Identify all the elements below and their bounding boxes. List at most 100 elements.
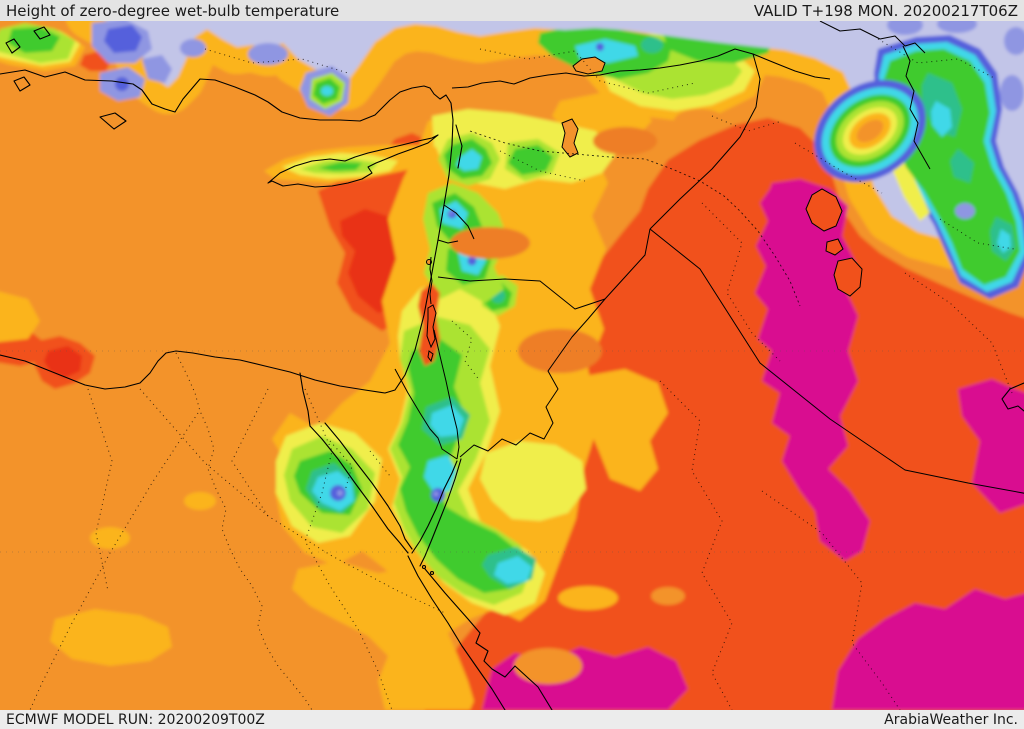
contour-redorange-east	[425, 118, 1024, 710]
coastline-mediterranean	[0, 69, 454, 394]
dotted-egypt-4	[29, 412, 199, 710]
border-jordan-river	[429, 256, 433, 305]
contour-lavender-lebanon-pip	[449, 211, 453, 215]
plateau-cold-pockets	[92, 21, 1024, 111]
contour-gold-south-egypt-1	[50, 609, 172, 666]
contour-gold-saudi	[585, 369, 668, 491]
coast-north-pocket	[300, 66, 350, 116]
contour-yellow-saudi-tongue	[480, 441, 586, 521]
east-anatolia-bullseye	[814, 79, 926, 183]
contour-gold-egypt-spot-1	[90, 527, 130, 549]
contour-orange-patch-1	[514, 648, 582, 684]
contour-cyan-jordan-mid	[424, 455, 456, 493]
contour-teal-midband-core	[641, 37, 663, 53]
contour-periwinkle-ne-1	[887, 21, 923, 35]
header-bar: Height of zero-degree wet-bulb temperatu…	[0, 0, 1024, 21]
border-israel-egypt	[394, 368, 458, 460]
contour-orange-patch-3	[674, 109, 726, 133]
red-sea-island-1	[421, 564, 427, 570]
contour-gold-egypt-spot-2	[184, 492, 216, 510]
contour-green-aegean	[8, 27, 60, 53]
contour-blue-lebanon-2	[467, 256, 477, 266]
dotted-syria	[451, 150, 586, 382]
red-sea-west-coast	[407, 555, 506, 710]
contour-magenta-southeast	[832, 589, 1024, 710]
lake-tharthar	[805, 188, 843, 232]
orontes-river	[455, 124, 463, 169]
red-sea-island-2	[429, 570, 435, 576]
contour-deep-orange-1	[450, 227, 530, 259]
valid-time-label: VALID T+198 MON. 20200217T06Z	[753, 1, 1018, 20]
gulf-of-aqaba-west	[411, 460, 458, 554]
border-israel-jordan-arava	[433, 329, 460, 460]
contour-cyan-nwsyria	[456, 149, 482, 171]
border-syria-iraq	[649, 53, 761, 230]
contour-blue-midband-dot	[596, 43, 604, 51]
contour-gold-south-egypt-2	[292, 561, 474, 710]
contour-teal-ne-2	[950, 149, 974, 183]
contour-cyan-jordan-upper	[430, 405, 464, 437]
gulf-of-suez-east	[324, 422, 413, 550]
lake-ataturk	[561, 118, 579, 158]
contour-deep-orange-2	[518, 329, 602, 373]
model-run-label: ECMWF MODEL RUN: 20200209T00Z	[6, 711, 265, 728]
contour-cyan-ne-edge	[997, 229, 1011, 253]
suez-canal	[299, 372, 311, 427]
contour-periwinkle-ne-3	[1004, 27, 1024, 55]
contour-lavender-sinai-pip	[337, 490, 343, 496]
contour-lavender-jordan-pip	[433, 491, 439, 497]
coastline-cyprus	[267, 134, 439, 188]
contour-periwinkle-p4	[180, 39, 206, 57]
contour-magenta-red-sea	[482, 647, 688, 710]
contour-green-jordan	[398, 339, 524, 593]
texture-patches	[450, 109, 726, 684]
contour-cyan-ne-core	[931, 101, 952, 137]
contour-periwinkle-ne-pocket	[955, 203, 975, 219]
bullseye-orange	[856, 119, 884, 143]
contour-periwinkle-ne-4	[1000, 75, 1024, 111]
contour-orange-patch-2	[651, 587, 685, 605]
border-jordan-saudi	[459, 228, 651, 458]
contour-cyan-cilicia	[321, 86, 333, 96]
contour-red-egypt-core	[44, 346, 82, 378]
aegean-islands	[5, 26, 127, 130]
contour-gold-left-edge	[0, 291, 40, 342]
gulf-of-suez-west	[309, 425, 409, 554]
contour-blue-p1-core	[104, 25, 142, 53]
border-lebanon	[437, 204, 475, 244]
dotted-admin-lines	[29, 38, 1015, 710]
map-title: Height of zero-degree wet-bulb temperatu…	[6, 1, 340, 20]
contour-cyan-jordan-south	[494, 556, 532, 584]
dotted-sinai	[329, 440, 391, 492]
lake-van	[572, 56, 606, 75]
dead-sea	[426, 304, 437, 349]
contour-deep-orange-3	[593, 127, 657, 155]
contour-green-cyprus	[318, 162, 362, 171]
dotted-saudi-1	[659, 380, 733, 710]
border-iraq-saudi	[649, 228, 1024, 494]
red-sea-east-coast	[424, 568, 553, 710]
footer-bar: ECMWF MODEL RUN: 20200209T00Z ArabiaWeat…	[0, 710, 1024, 729]
contour-periwinkle-ne-2	[937, 21, 977, 33]
border-ne-caucasus	[819, 21, 931, 170]
brand-label: ArabiaWeather Inc.	[884, 711, 1018, 728]
gulf-of-aqaba-east	[419, 458, 462, 567]
dead-sea-south	[427, 350, 434, 363]
contour-cyan-midband-streak	[575, 39, 638, 63]
contour-periwinkle-p5	[248, 43, 288, 65]
contour-blue-p2-core	[115, 77, 129, 91]
contour-gold-red-sea-spot	[558, 586, 618, 610]
persian-gulf-corner	[1001, 382, 1024, 412]
contour-magenta-right-edge	[958, 379, 1024, 513]
border-syria-jordan	[437, 276, 606, 310]
dotted-egypt-2	[231, 388, 269, 517]
border-turkey-syria-iraq	[451, 48, 831, 89]
weather-map	[0, 21, 1024, 710]
geography-lines	[0, 21, 1024, 710]
contour-green-nwsyria-2	[508, 145, 553, 175]
contour-layers	[0, 21, 1024, 710]
contour-periwinkle-p3	[142, 55, 172, 83]
dotted-turkey-2	[479, 48, 696, 94]
lake-razzaza	[833, 257, 863, 297]
lake-habbaniyah	[825, 238, 844, 256]
